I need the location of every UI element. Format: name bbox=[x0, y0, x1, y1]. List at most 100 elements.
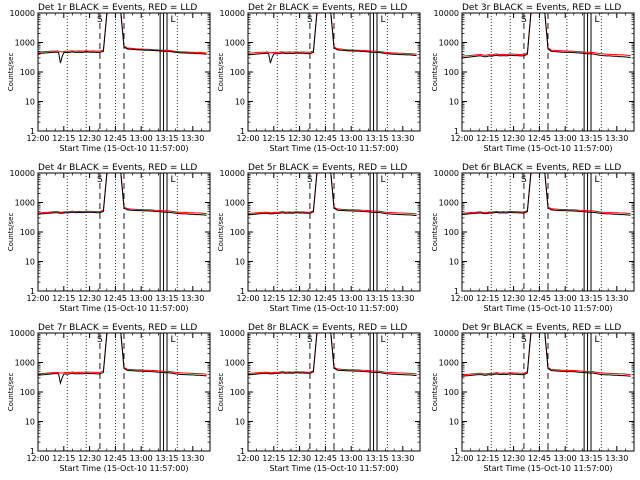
flag-label-l: L bbox=[170, 175, 175, 185]
x-tick-label: 13:00 bbox=[130, 134, 153, 143]
x-tick-label: 13:30 bbox=[181, 454, 204, 463]
panel-title: Det 7r BLACK = Events, RED = LLD bbox=[38, 323, 197, 333]
x-tick-label: 13:00 bbox=[130, 454, 153, 463]
panel-title-legend: BLACK = Events, RED = LLD bbox=[276, 3, 407, 13]
y-tick-label: 10 bbox=[25, 258, 35, 267]
x-tick-label: 13:30 bbox=[605, 294, 628, 303]
x-tick-label: 13:15 bbox=[579, 454, 602, 463]
panel-title-legend: BLACK = Events, RED = LLD bbox=[490, 323, 621, 333]
y-tick-label: 10 bbox=[235, 418, 245, 427]
y-axis-label: Counts/sec bbox=[217, 373, 225, 412]
series-lld-line bbox=[248, 13, 417, 55]
y-tick-label: 1 bbox=[30, 287, 35, 296]
series-lld-line bbox=[38, 333, 207, 375]
x-tick-label: 12:30 bbox=[78, 134, 101, 143]
y-tick-label: 100 bbox=[20, 68, 35, 77]
series-events-line bbox=[462, 173, 631, 216]
x-tick-label: 13:30 bbox=[391, 134, 414, 143]
panel-title-legend: BLACK = Events, RED = LLD bbox=[66, 3, 197, 13]
y-tick-label: 1000 bbox=[439, 199, 459, 208]
x-tick-label: 13:30 bbox=[181, 134, 204, 143]
x-tick-label: 12:45 bbox=[528, 294, 551, 303]
panel-title-detector: Det 2r bbox=[248, 3, 277, 13]
x-tick-label: 12:15 bbox=[262, 294, 285, 303]
series-events-line bbox=[38, 333, 207, 386]
flag-label-l: L bbox=[380, 175, 385, 185]
x-tick-label: 12:45 bbox=[104, 454, 127, 463]
flag-label-s: S bbox=[97, 175, 103, 185]
x-tick-label: 12:30 bbox=[288, 134, 311, 143]
x-tick-label: 12:00 bbox=[26, 134, 49, 143]
x-tick-label: 13:30 bbox=[391, 294, 414, 303]
x-tick-label: 12:00 bbox=[26, 454, 49, 463]
x-tick-label: 12:15 bbox=[262, 134, 285, 143]
x-tick-label: 12:30 bbox=[288, 294, 311, 303]
flag-label-s: S bbox=[97, 335, 103, 345]
flag-label-s: S bbox=[307, 175, 313, 185]
x-tick-label: 12:45 bbox=[314, 454, 337, 463]
y-tick-label: 1000 bbox=[225, 39, 245, 48]
x-tick-label: 12:15 bbox=[52, 134, 75, 143]
panel-title-legend: BLACK = Events, RED = LLD bbox=[490, 3, 621, 13]
y-tick-label: 1 bbox=[30, 127, 35, 136]
series-events-line bbox=[248, 173, 417, 217]
panel-title: Det 9r BLACK = Events, RED = LLD bbox=[462, 323, 621, 333]
x-tick-label: 12:30 bbox=[288, 454, 311, 463]
x-tick-label: 12:15 bbox=[476, 454, 499, 463]
x-tick-label: 12:30 bbox=[502, 454, 525, 463]
flag-label-s: S bbox=[521, 175, 527, 185]
y-tick-label: 10000 bbox=[10, 9, 35, 18]
flag-label-l: L bbox=[594, 15, 599, 25]
x-tick-label: 13:00 bbox=[554, 454, 577, 463]
x-tick-label: 13:00 bbox=[130, 294, 153, 303]
x-axis-label: Start Time (15-Oct-10 11:57:00) bbox=[483, 144, 612, 153]
flag-label-l: L bbox=[170, 15, 175, 25]
panel-title: Det 4r BLACK = Events, RED = LLD bbox=[38, 163, 197, 173]
x-tick-label: 13:15 bbox=[365, 454, 388, 463]
x-tick-label: 12:45 bbox=[528, 134, 551, 143]
y-axis-label: Counts/sec bbox=[217, 213, 225, 252]
y-tick-label: 10 bbox=[235, 98, 245, 107]
x-tick-label: 13:15 bbox=[579, 134, 602, 143]
y-tick-label: 1 bbox=[30, 447, 35, 456]
series-lld-line bbox=[462, 13, 631, 57]
panel-title: Det 5r BLACK = Events, RED = LLD bbox=[248, 163, 407, 173]
panel-title-legend: BLACK = Events, RED = LLD bbox=[66, 163, 197, 173]
y-tick-label: 1 bbox=[240, 287, 245, 296]
panel-title-detector: Det 6r bbox=[462, 163, 491, 173]
x-tick-label: 12:15 bbox=[476, 134, 499, 143]
flag-label-s: S bbox=[307, 15, 313, 25]
x-tick-label: 12:00 bbox=[236, 294, 259, 303]
x-tick-label: 12:15 bbox=[476, 294, 499, 303]
y-tick-label: 100 bbox=[444, 388, 459, 397]
y-tick-label: 100 bbox=[20, 228, 35, 237]
y-tick-label: 1000 bbox=[225, 199, 245, 208]
y-tick-label: 10000 bbox=[434, 329, 459, 338]
x-tick-label: 13:15 bbox=[155, 134, 178, 143]
y-tick-label: 1000 bbox=[225, 359, 245, 368]
y-tick-label: 10000 bbox=[220, 9, 245, 18]
y-tick-label: 10 bbox=[235, 258, 245, 267]
x-tick-label: 13:00 bbox=[554, 294, 577, 303]
panel-title: Det 6r BLACK = Events, RED = LLD bbox=[462, 163, 621, 173]
series-events-line bbox=[38, 173, 207, 216]
panel-title-detector: Det 1r bbox=[38, 3, 67, 13]
x-tick-label: 13:00 bbox=[340, 134, 363, 143]
y-tick-label: 10000 bbox=[434, 9, 459, 18]
x-tick-label: 12:45 bbox=[314, 294, 337, 303]
y-tick-label: 10 bbox=[449, 98, 459, 107]
x-tick-label: 13:30 bbox=[605, 134, 628, 143]
panel-title: Det 1r BLACK = Events, RED = LLD bbox=[38, 3, 197, 13]
x-tick-label: 12:45 bbox=[104, 134, 127, 143]
y-axis-label: Counts/sec bbox=[7, 213, 15, 252]
flag-label-s: S bbox=[521, 335, 527, 345]
x-tick-label: 13:15 bbox=[365, 134, 388, 143]
panel-title: Det 2r BLACK = Events, RED = LLD bbox=[248, 3, 407, 13]
x-tick-label: 12:15 bbox=[52, 294, 75, 303]
